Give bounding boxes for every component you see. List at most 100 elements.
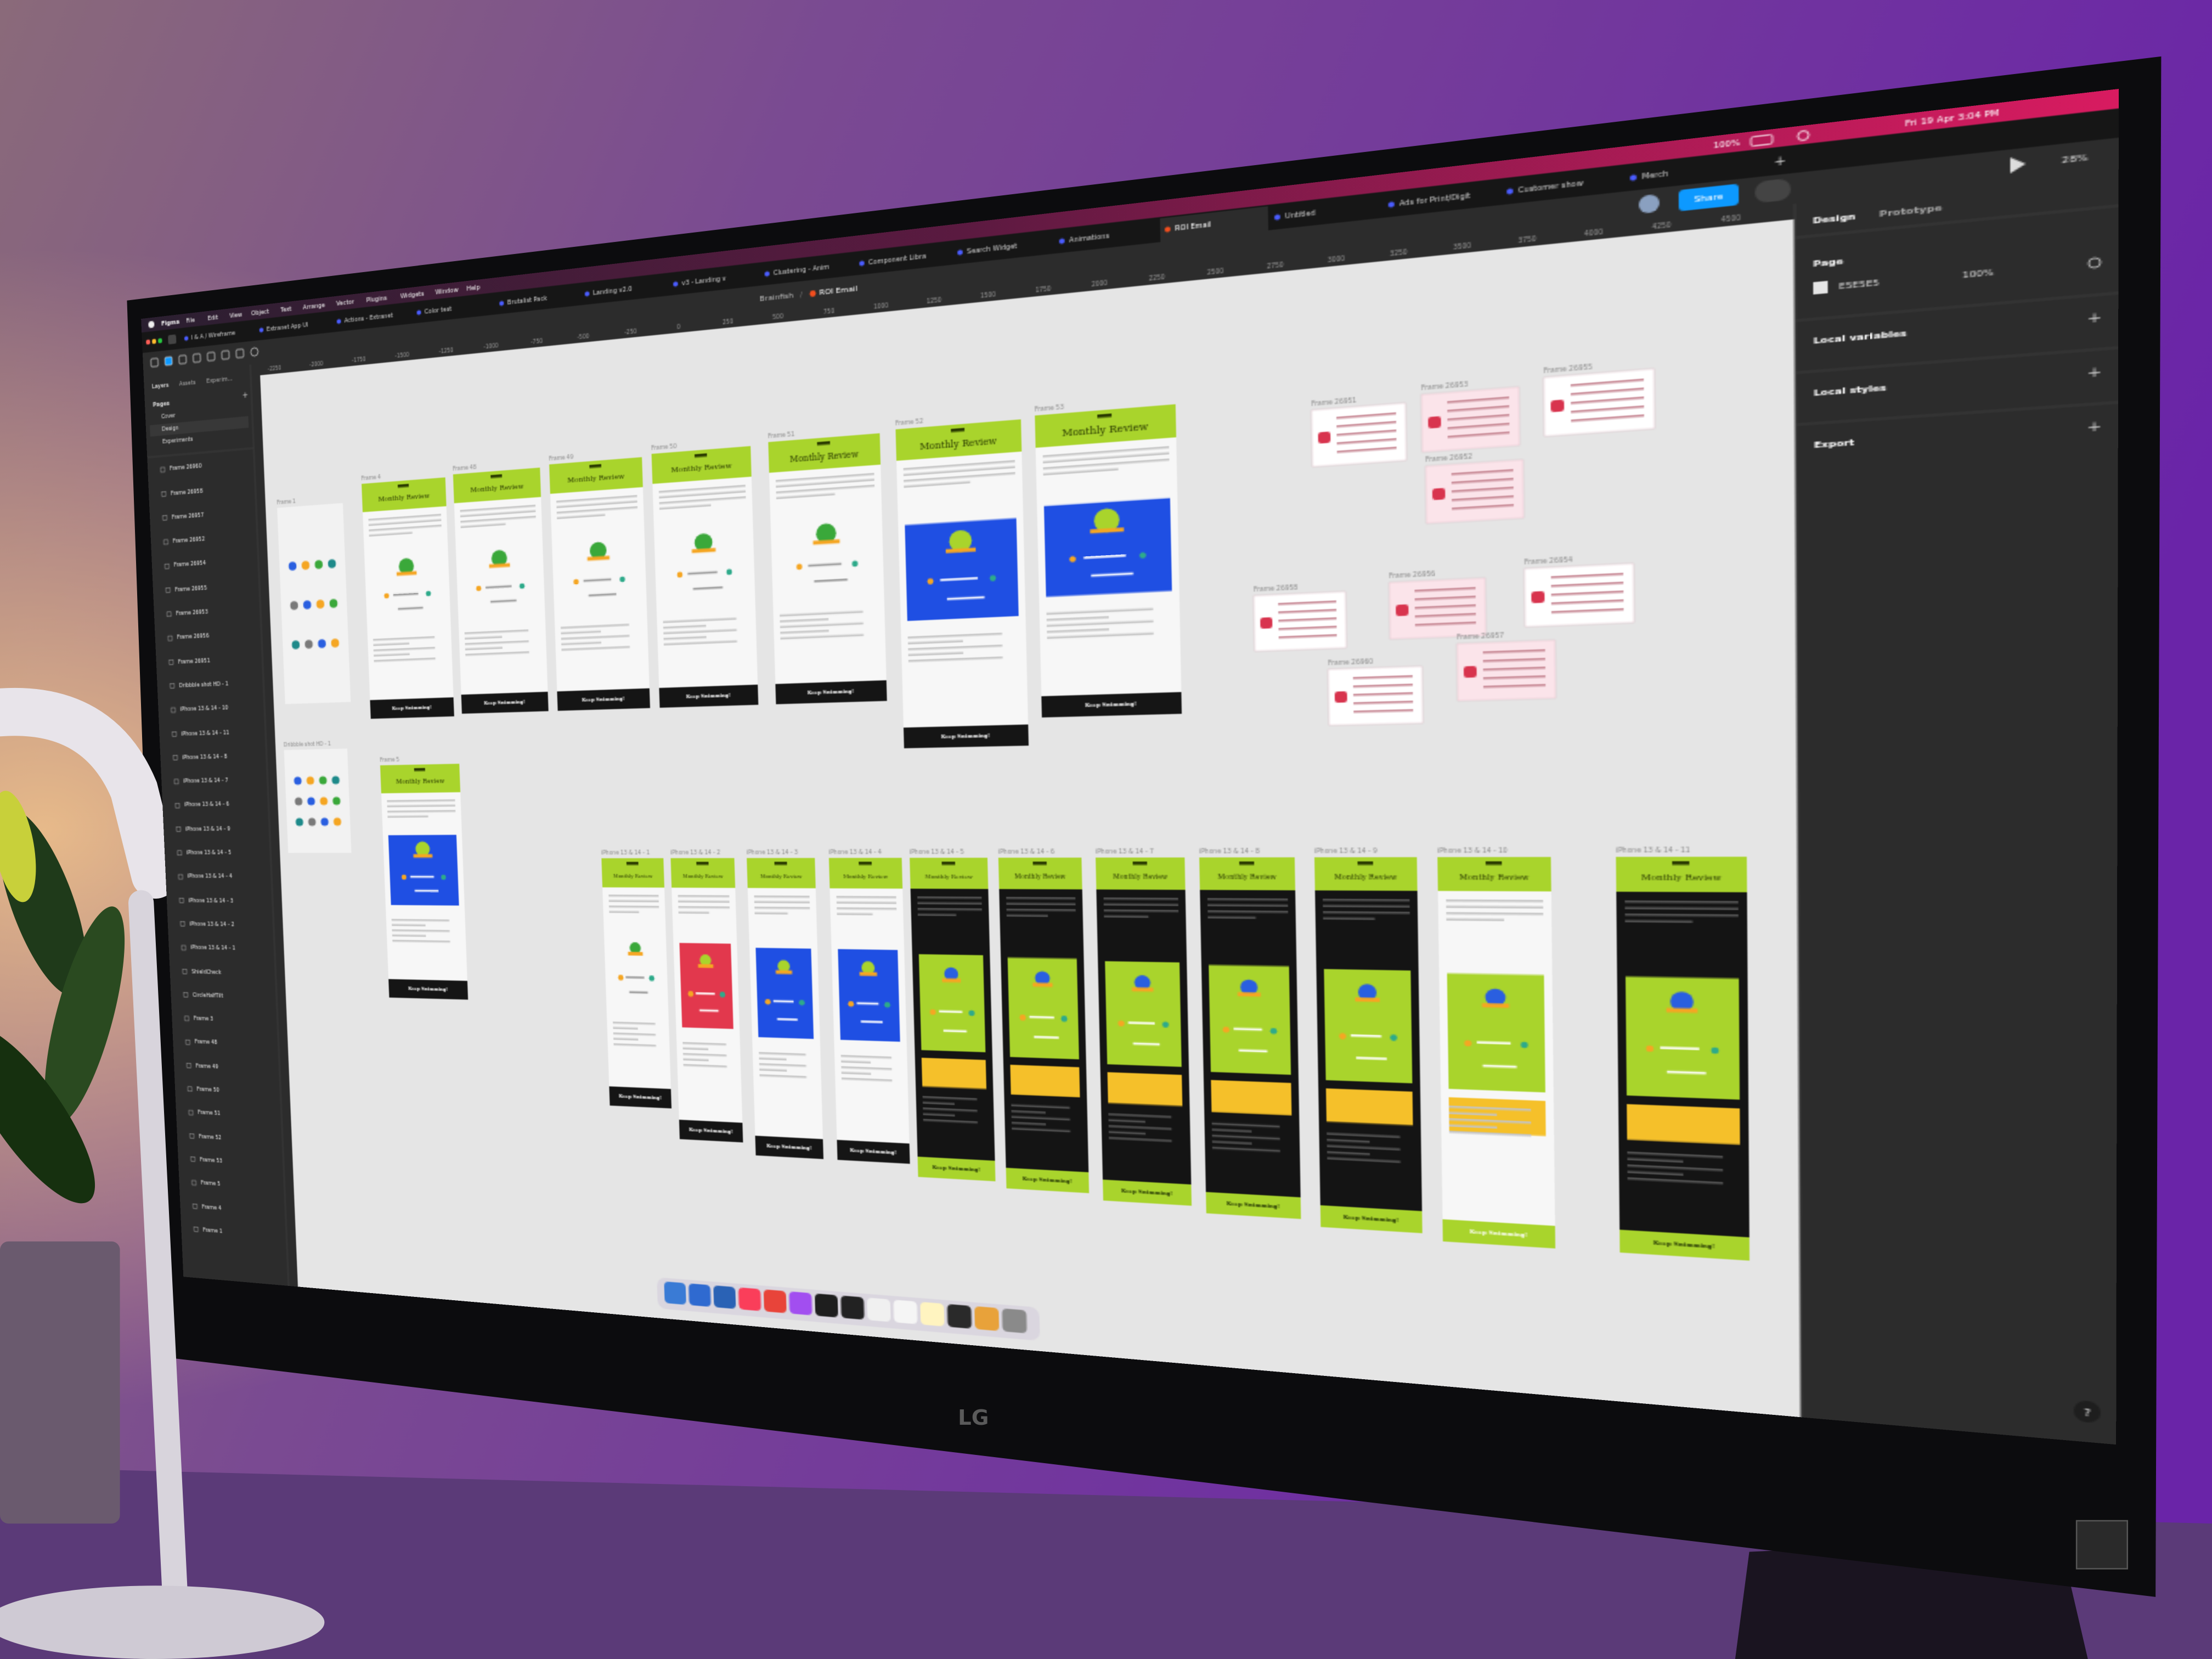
email-body[interactable] <box>362 477 454 719</box>
dock-app[interactable] <box>974 1306 1000 1331</box>
cta-button[interactable]: Keep Swimming! <box>484 699 525 706</box>
cta-button[interactable]: Keep Swimming! <box>686 692 731 699</box>
layer-item[interactable]: iPhone 13 & 14 - 8 <box>182 753 227 760</box>
frame-label[interactable]: iPhone 13 & 14 - 7 <box>1096 849 1154 856</box>
layer-item[interactable]: Dribbble shot HD - 1 <box>179 681 228 689</box>
cta-button[interactable]: Keep Swimming! <box>582 696 625 703</box>
frame-label[interactable]: Dribbble shot HD - 1 <box>284 742 331 749</box>
layer-item[interactable]: iPhone 13 & 14 - 10 <box>180 705 228 713</box>
layer-item[interactable]: Frame 4 <box>202 1204 222 1211</box>
frame-label[interactable]: Frame 26951 <box>1311 398 1357 409</box>
frame-label[interactable]: iPhone 13 & 14 - 11 <box>1616 848 1690 855</box>
dock-app[interactable] <box>738 1287 761 1311</box>
email-body[interactable] <box>549 457 650 711</box>
page-item[interactable]: Experiments <box>162 436 193 445</box>
layer-item[interactable]: iPhone 13 & 14 - 9 <box>185 826 230 832</box>
cta-button[interactable]: Keep Swimming! <box>1023 1176 1073 1184</box>
frame-label[interactable]: Frame 51 <box>768 432 794 441</box>
dock-app[interactable] <box>893 1300 918 1324</box>
cta-button[interactable]: Keep Swimming! <box>808 689 854 696</box>
dock-app[interactable] <box>920 1301 945 1327</box>
zoom-level[interactable]: 28% <box>2062 152 2088 166</box>
frame-label[interactable]: iPhone 13 & 14 - 1 <box>601 850 650 857</box>
section-add[interactable]: + <box>2087 417 2102 435</box>
window-control[interactable] <box>157 338 163 344</box>
frame-label[interactable]: iPhone 13 & 14 - 3 <box>747 850 798 856</box>
cta-button[interactable]: Keep Swimming! <box>766 1143 812 1151</box>
layer-item[interactable]: Frame 26951 <box>178 657 210 665</box>
add-page[interactable]: + <box>242 391 249 400</box>
dock-app[interactable] <box>789 1291 812 1316</box>
dock-app[interactable] <box>947 1304 972 1329</box>
layer-item[interactable]: Frame 3 <box>194 1015 213 1023</box>
frame-label[interactable]: Frame 49 <box>549 455 574 463</box>
layer-item[interactable]: Frame 52 <box>199 1133 221 1141</box>
layer-item[interactable]: Frame 26957 <box>172 512 204 521</box>
layer-item[interactable]: ShieldCheck <box>191 968 222 975</box>
frame-label[interactable]: iPhone 13 & 14 - 6 <box>998 849 1054 856</box>
file-tab[interactable]: Untitled <box>1285 210 1316 221</box>
layer-item[interactable]: Frame 49 <box>196 1063 219 1070</box>
layer-item[interactable]: iPhone 13 & 14 - 11 <box>181 729 229 737</box>
panel-tab[interactable]: Layers <box>152 382 169 390</box>
layer-item[interactable]: Frame 26952 <box>173 536 205 545</box>
layer-item[interactable]: Frame 26956 <box>177 633 210 641</box>
page-item[interactable]: Cover <box>161 413 176 420</box>
panel-tab[interactable]: Experim... <box>206 375 233 385</box>
frame-label[interactable]: iPhone 13 & 14 - 8 <box>1199 849 1260 856</box>
layer-item[interactable]: iPhone 13 & 14 - 6 <box>184 802 229 809</box>
frame-label[interactable]: Frame 50 <box>651 444 676 452</box>
dock-app[interactable] <box>867 1297 891 1322</box>
section-add[interactable]: + <box>2087 363 2102 381</box>
email-body[interactable] <box>453 467 549 714</box>
page-item[interactable]: Design <box>162 425 179 433</box>
frame-label[interactable]: Frame 26954 <box>1524 557 1572 567</box>
frame-label[interactable]: Frame 5 <box>380 758 399 764</box>
page-color-swatch[interactable] <box>1813 280 1828 295</box>
layer-item[interactable]: Frame 26958 <box>171 488 203 496</box>
cta-button[interactable]: Keep Swimming! <box>408 986 448 992</box>
cta-button[interactable]: Keep Swimming! <box>392 704 431 711</box>
dock-app[interactable] <box>815 1293 838 1318</box>
cta-button[interactable]: Keep Swimming! <box>932 1164 980 1173</box>
tool-icon[interactable] <box>165 357 172 365</box>
frame-label[interactable]: Frame 26952 <box>1425 454 1472 464</box>
section-add[interactable]: + <box>2087 309 2102 326</box>
cta-button[interactable]: Keep Swimming! <box>1227 1200 1280 1210</box>
frame-label[interactable]: iPhone 13 & 14 - 5 <box>910 850 964 856</box>
dock-app[interactable] <box>1002 1308 1027 1334</box>
layer-item[interactable]: iPhone 13 & 14 - 7 <box>183 777 228 785</box>
dock-app[interactable] <box>840 1295 865 1320</box>
window-control[interactable] <box>151 338 157 345</box>
cta-button[interactable]: Keep Swimming! <box>1085 701 1137 708</box>
frame-label[interactable]: iPhone 13 & 14 - 10 <box>1437 848 1508 856</box>
panel-tab[interactable]: Assets <box>179 379 195 387</box>
layer-item[interactable]: CircleHalfTilt <box>193 992 223 999</box>
layer-item[interactable]: Frame 48 <box>195 1039 218 1046</box>
file-tab[interactable]: Merch <box>1642 170 1668 182</box>
layer-item[interactable]: Frame 51 <box>198 1110 221 1118</box>
cta-button[interactable]: Keep Swimming! <box>1121 1188 1173 1197</box>
file-tab[interactable]: Color test <box>425 306 452 315</box>
frame-label[interactable]: Frame 26953 <box>1421 382 1468 393</box>
cta-button[interactable]: Keep Swimming! <box>941 732 990 740</box>
frame-label[interactable]: Frame 26960 <box>1328 659 1373 668</box>
layer-item[interactable]: Frame 50 <box>196 1086 219 1093</box>
layer-item[interactable]: iPhone 13 & 14 - 5 <box>187 850 232 856</box>
window-control[interactable] <box>145 339 150 345</box>
layer-item[interactable]: Frame 1 <box>203 1227 223 1234</box>
layer-item[interactable]: Frame 26955 <box>175 585 207 593</box>
frame-label[interactable]: iPhone 13 & 14 - 4 <box>828 850 882 856</box>
cta-button[interactable]: Keep Swimming! <box>850 1147 896 1155</box>
layer-item[interactable]: Frame 26954 <box>174 561 206 569</box>
cta-button[interactable]: Keep Swimming! <box>689 1127 733 1135</box>
dock-app[interactable] <box>664 1281 686 1305</box>
frame-label[interactable]: Frame 26957 <box>1457 633 1504 642</box>
help-label[interactable]: ? <box>2084 1406 2091 1419</box>
email-body[interactable] <box>601 858 672 1109</box>
email-body[interactable] <box>651 446 759 708</box>
layer-item[interactable]: iPhone 13 & 14 - 1 <box>190 945 235 952</box>
dock-app[interactable] <box>763 1289 787 1313</box>
layer-item[interactable]: iPhone 13 & 14 - 4 <box>188 873 233 880</box>
email-body[interactable] <box>380 764 469 1000</box>
